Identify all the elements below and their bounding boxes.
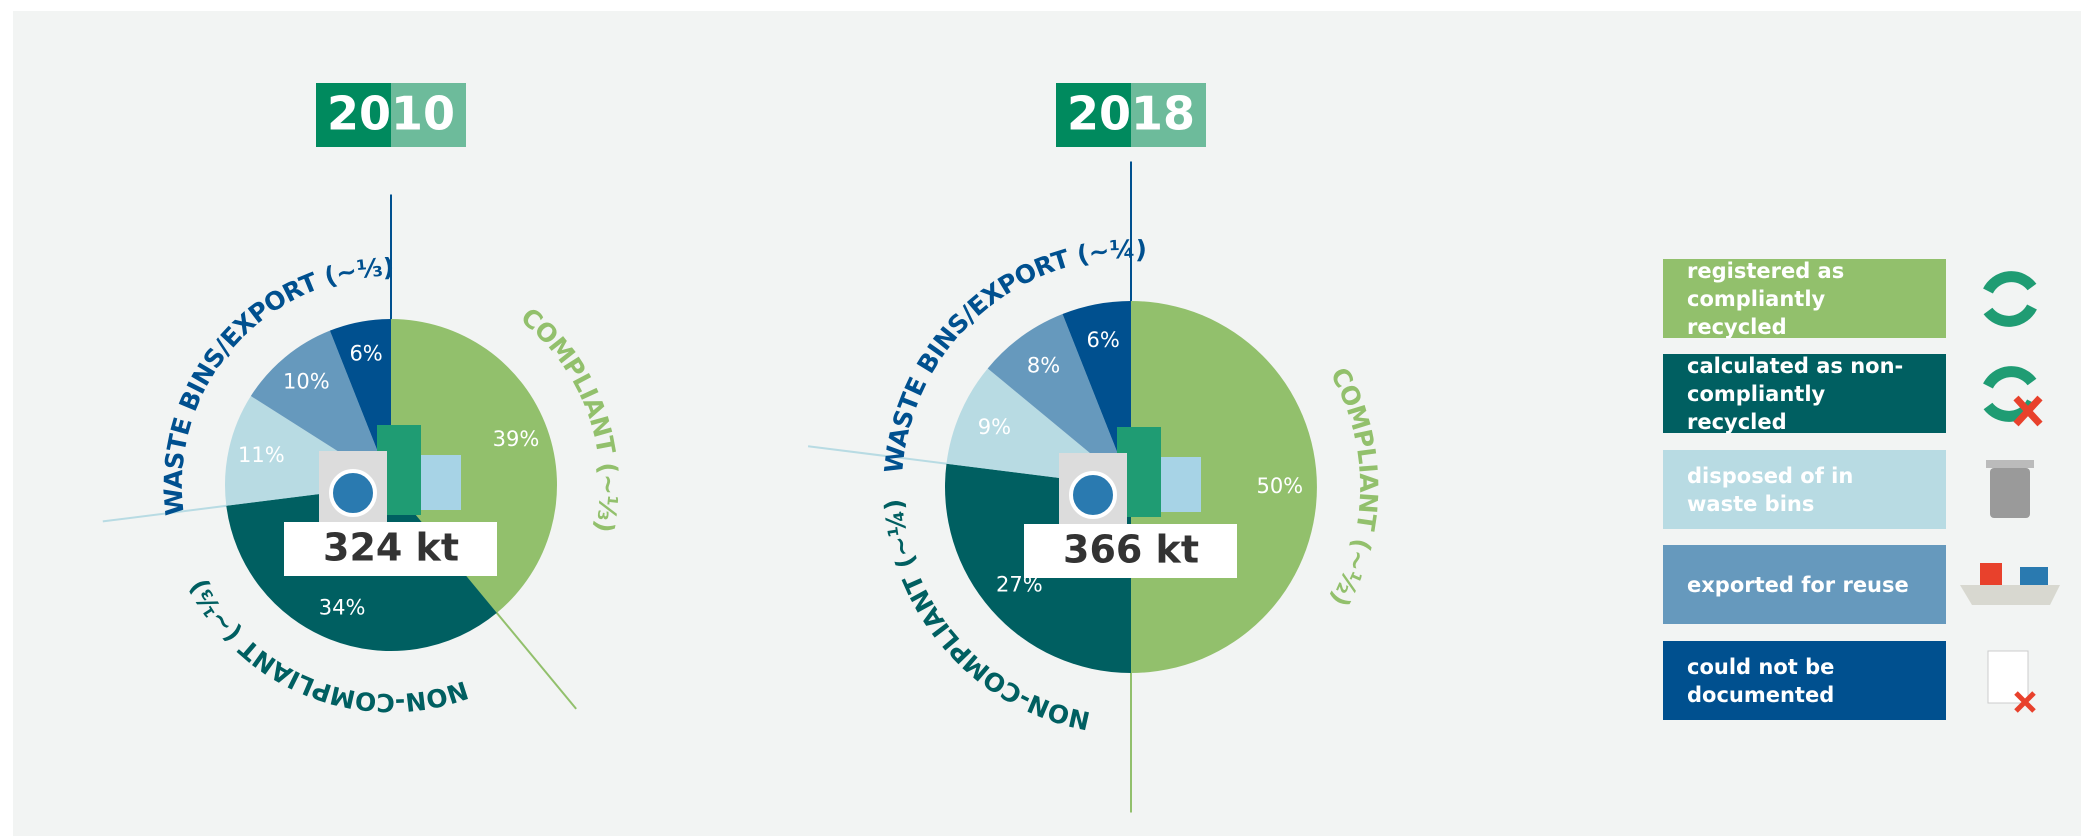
title-box bbox=[391, 83, 466, 147]
total-label: 324 kt bbox=[323, 526, 459, 570]
pie-slice bbox=[391, 319, 557, 613]
total-box bbox=[1024, 524, 1237, 578]
icon bbox=[421, 455, 461, 510]
pie-slice bbox=[1062, 301, 1131, 487]
pie-slice bbox=[987, 314, 1131, 487]
value-label: 6% bbox=[1086, 328, 1119, 352]
title-box bbox=[1056, 83, 1131, 147]
value-label: 6% bbox=[349, 342, 382, 366]
icon bbox=[329, 469, 377, 517]
pie-slice bbox=[1131, 301, 1317, 673]
title-box bbox=[1131, 83, 1206, 147]
total-box bbox=[284, 522, 497, 576]
pie-slice bbox=[329, 319, 391, 485]
title-box bbox=[316, 83, 391, 147]
legend-icon bbox=[1983, 366, 2037, 389]
value-label: 50% bbox=[1256, 474, 1303, 498]
value-label: 11% bbox=[238, 443, 285, 467]
legend-item: could not be documented bbox=[1663, 641, 1946, 720]
legend-icon bbox=[2013, 395, 2043, 427]
legend-icon bbox=[1980, 563, 2002, 585]
value-label: 34% bbox=[319, 595, 366, 619]
value-label: 8% bbox=[1027, 354, 1060, 378]
chart-title: 2010 bbox=[327, 87, 455, 141]
value-label: 39% bbox=[493, 427, 540, 451]
legend-icon bbox=[2020, 567, 2048, 585]
legend-icon bbox=[1983, 304, 2037, 327]
legend-item: calculated as non-compliantly recycled bbox=[1663, 354, 1946, 434]
icon bbox=[1161, 457, 1201, 512]
legend-item: exported for reuse bbox=[1663, 545, 1946, 624]
legend-icon bbox=[1983, 271, 2037, 294]
chart-title: 2018 bbox=[1067, 87, 1195, 141]
icon bbox=[1069, 471, 1117, 519]
value-label: 9% bbox=[978, 415, 1011, 439]
total-label: 366 kt bbox=[1063, 528, 1199, 572]
legend-icon bbox=[2014, 691, 2036, 713]
legend-icon bbox=[1990, 468, 2030, 518]
value-label: 10% bbox=[283, 370, 330, 394]
legend-icon bbox=[1987, 650, 2029, 704]
pie-slice bbox=[250, 330, 391, 485]
legend-icon bbox=[1986, 460, 2034, 468]
legend-item: registered as compliantly recycled bbox=[1663, 259, 1946, 339]
legend-icon bbox=[1960, 585, 2060, 605]
legend-item: disposed of in waste bins bbox=[1663, 450, 1946, 529]
